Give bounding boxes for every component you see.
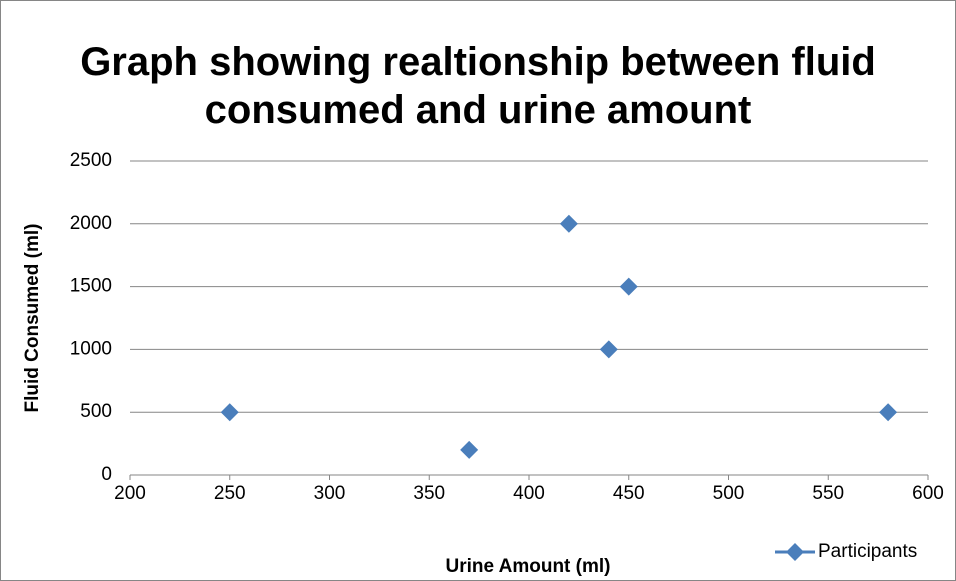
chart-title: Graph showing realtionship between fluid… bbox=[80, 40, 876, 132]
x-tick-label: 550 bbox=[812, 483, 844, 504]
y-tick-label: 500 bbox=[80, 401, 112, 422]
y-tick-label: 0 bbox=[101, 464, 112, 485]
x-tick-label: 600 bbox=[912, 483, 944, 504]
legend-marker bbox=[786, 543, 804, 561]
y-tick-label: 2500 bbox=[70, 150, 112, 171]
y-tick-label: 1500 bbox=[70, 276, 112, 297]
x-tick-label: 350 bbox=[413, 483, 445, 504]
x-tick-label: 250 bbox=[214, 483, 246, 504]
x-tick-label: 500 bbox=[713, 483, 745, 504]
x-tick-label: 300 bbox=[314, 483, 346, 504]
scatter-point bbox=[619, 277, 638, 296]
x-tick-label: 200 bbox=[114, 483, 146, 504]
x-axis-label: Urine Amount (ml) bbox=[445, 556, 610, 577]
scatter-point bbox=[220, 403, 239, 422]
x-tick-label: 450 bbox=[613, 483, 645, 504]
scatter-point bbox=[460, 440, 479, 459]
y-tick-label: 1000 bbox=[70, 338, 112, 359]
legend-label: Participants bbox=[818, 541, 917, 562]
y-axis-label: Fluid Consumed (ml) bbox=[22, 224, 43, 413]
scatter-point bbox=[879, 403, 898, 422]
scatter-point bbox=[559, 214, 578, 233]
y-tick-label: 2000 bbox=[70, 213, 112, 234]
scatter-point bbox=[599, 340, 618, 359]
x-tick-label: 400 bbox=[513, 483, 545, 504]
